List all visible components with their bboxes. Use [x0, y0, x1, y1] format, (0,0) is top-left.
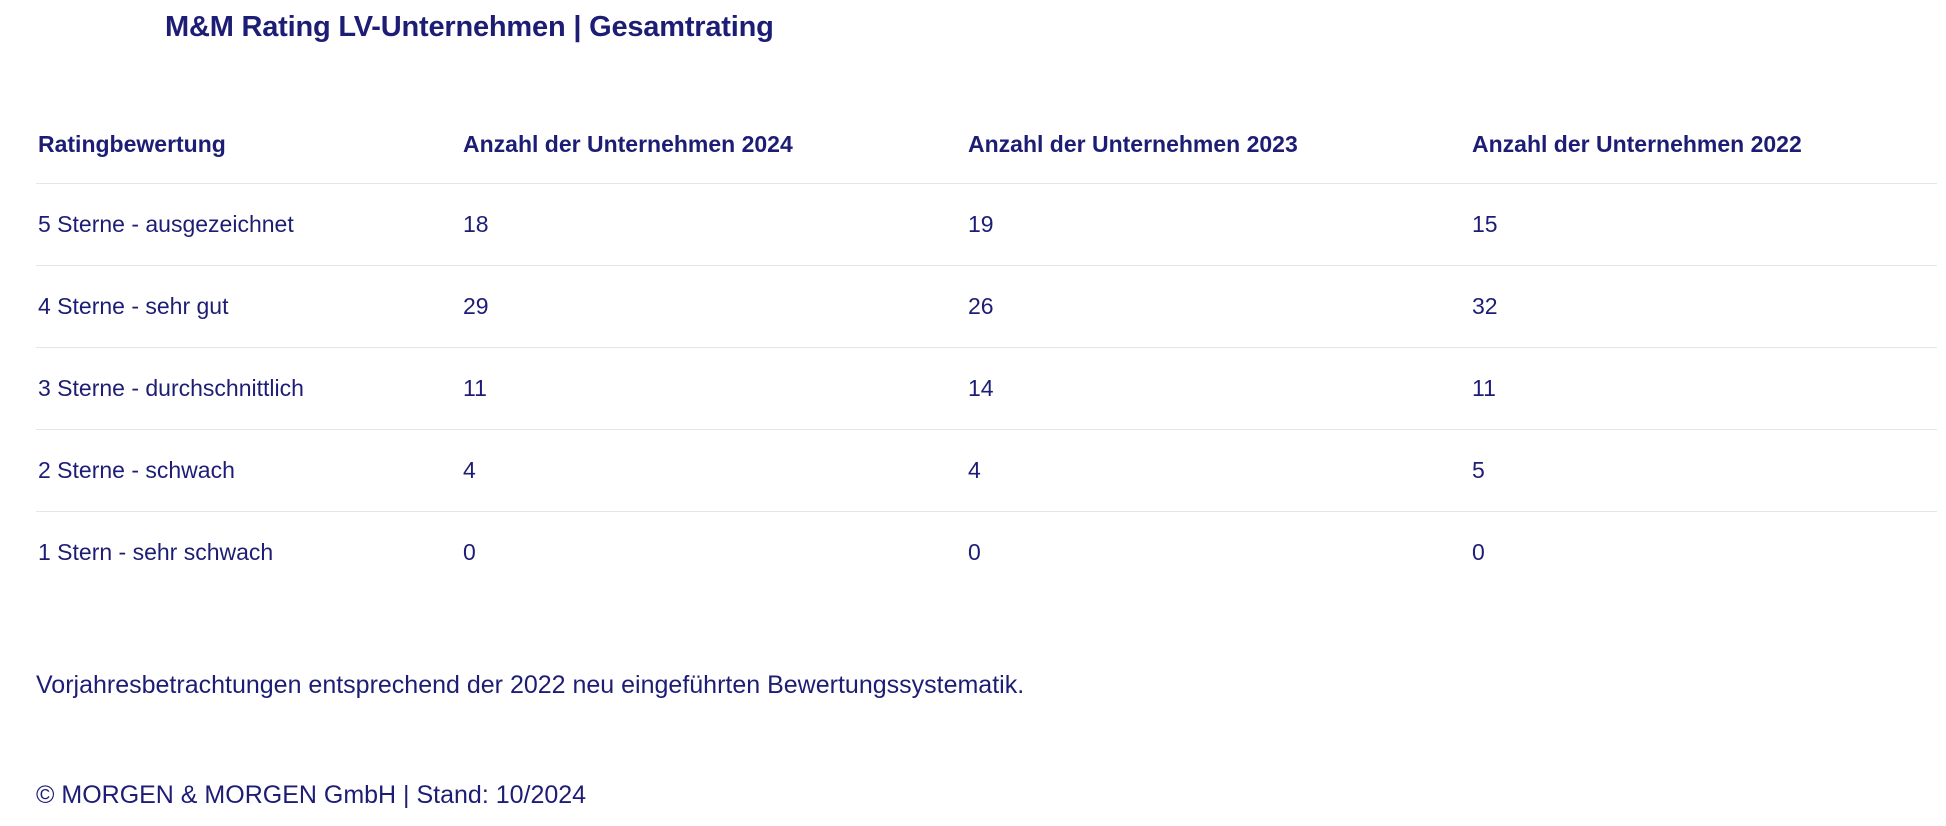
count-2022-cell: 0 — [1470, 511, 1937, 593]
table-row: 3 Sterne - durchschnittlich 11 14 11 — [36, 347, 1937, 430]
count-2022-cell: 32 — [1470, 265, 1937, 348]
header-anzahl-2023: Anzahl der Unternehmen 2023 — [968, 130, 1298, 157]
table-row: 1 Stern - sehr schwach 0 0 0 — [36, 511, 1937, 593]
table-row: 4 Sterne - sehr gut 29 26 32 — [36, 265, 1937, 348]
rating-label-cell: 4 Sterne - sehr gut — [36, 265, 461, 348]
count-2023-cell: 0 — [966, 511, 1470, 593]
count-2022-cell: 5 — [1470, 429, 1937, 512]
copyright-footer: © MORGEN & MORGEN GmbH | Stand: 10/2024 — [36, 781, 587, 809]
rating-table: Ratingbewertung Anzahl der Unternehmen 2… — [36, 105, 1937, 593]
table-row: 2 Sterne - schwach 4 4 5 — [36, 429, 1937, 512]
count-2022-cell: 15 — [1470, 183, 1937, 266]
count-2024-cell: 29 — [461, 265, 966, 348]
rating-label-cell: 5 Sterne - ausgezeichnet — [36, 183, 461, 266]
count-2022-cell: 11 — [1470, 347, 1937, 430]
methodology-note: Vorjahresbetrachtungen entsprechend der … — [36, 671, 1025, 699]
rating-label-cell: 1 Stern - sehr schwach — [36, 511, 461, 593]
page-title: M&M Rating LV-Unternehmen | Gesamtrating — [165, 11, 774, 43]
rating-label-cell: 3 Sterne - durchschnittlich — [36, 347, 461, 430]
count-2023-cell: 26 — [966, 265, 1470, 348]
count-2023-cell: 4 — [966, 429, 1470, 512]
count-2023-cell: 19 — [966, 183, 1470, 266]
rating-label-cell: 2 Sterne - schwach — [36, 429, 461, 512]
header-anzahl-2024: Anzahl der Unternehmen 2024 — [463, 130, 793, 157]
count-2024-cell: 11 — [461, 347, 966, 430]
count-2024-cell: 4 — [461, 429, 966, 512]
header-ratingbewertung: Ratingbewertung — [38, 130, 226, 157]
count-2024-cell: 0 — [461, 511, 966, 593]
count-2023-cell: 14 — [966, 347, 1470, 430]
header-anzahl-2022: Anzahl der Unternehmen 2022 — [1472, 130, 1802, 157]
count-2024-cell: 18 — [461, 183, 966, 266]
table-header-row: Ratingbewertung Anzahl der Unternehmen 2… — [36, 105, 1937, 184]
table-row: 5 Sterne - ausgezeichnet 18 19 15 — [36, 183, 1937, 266]
